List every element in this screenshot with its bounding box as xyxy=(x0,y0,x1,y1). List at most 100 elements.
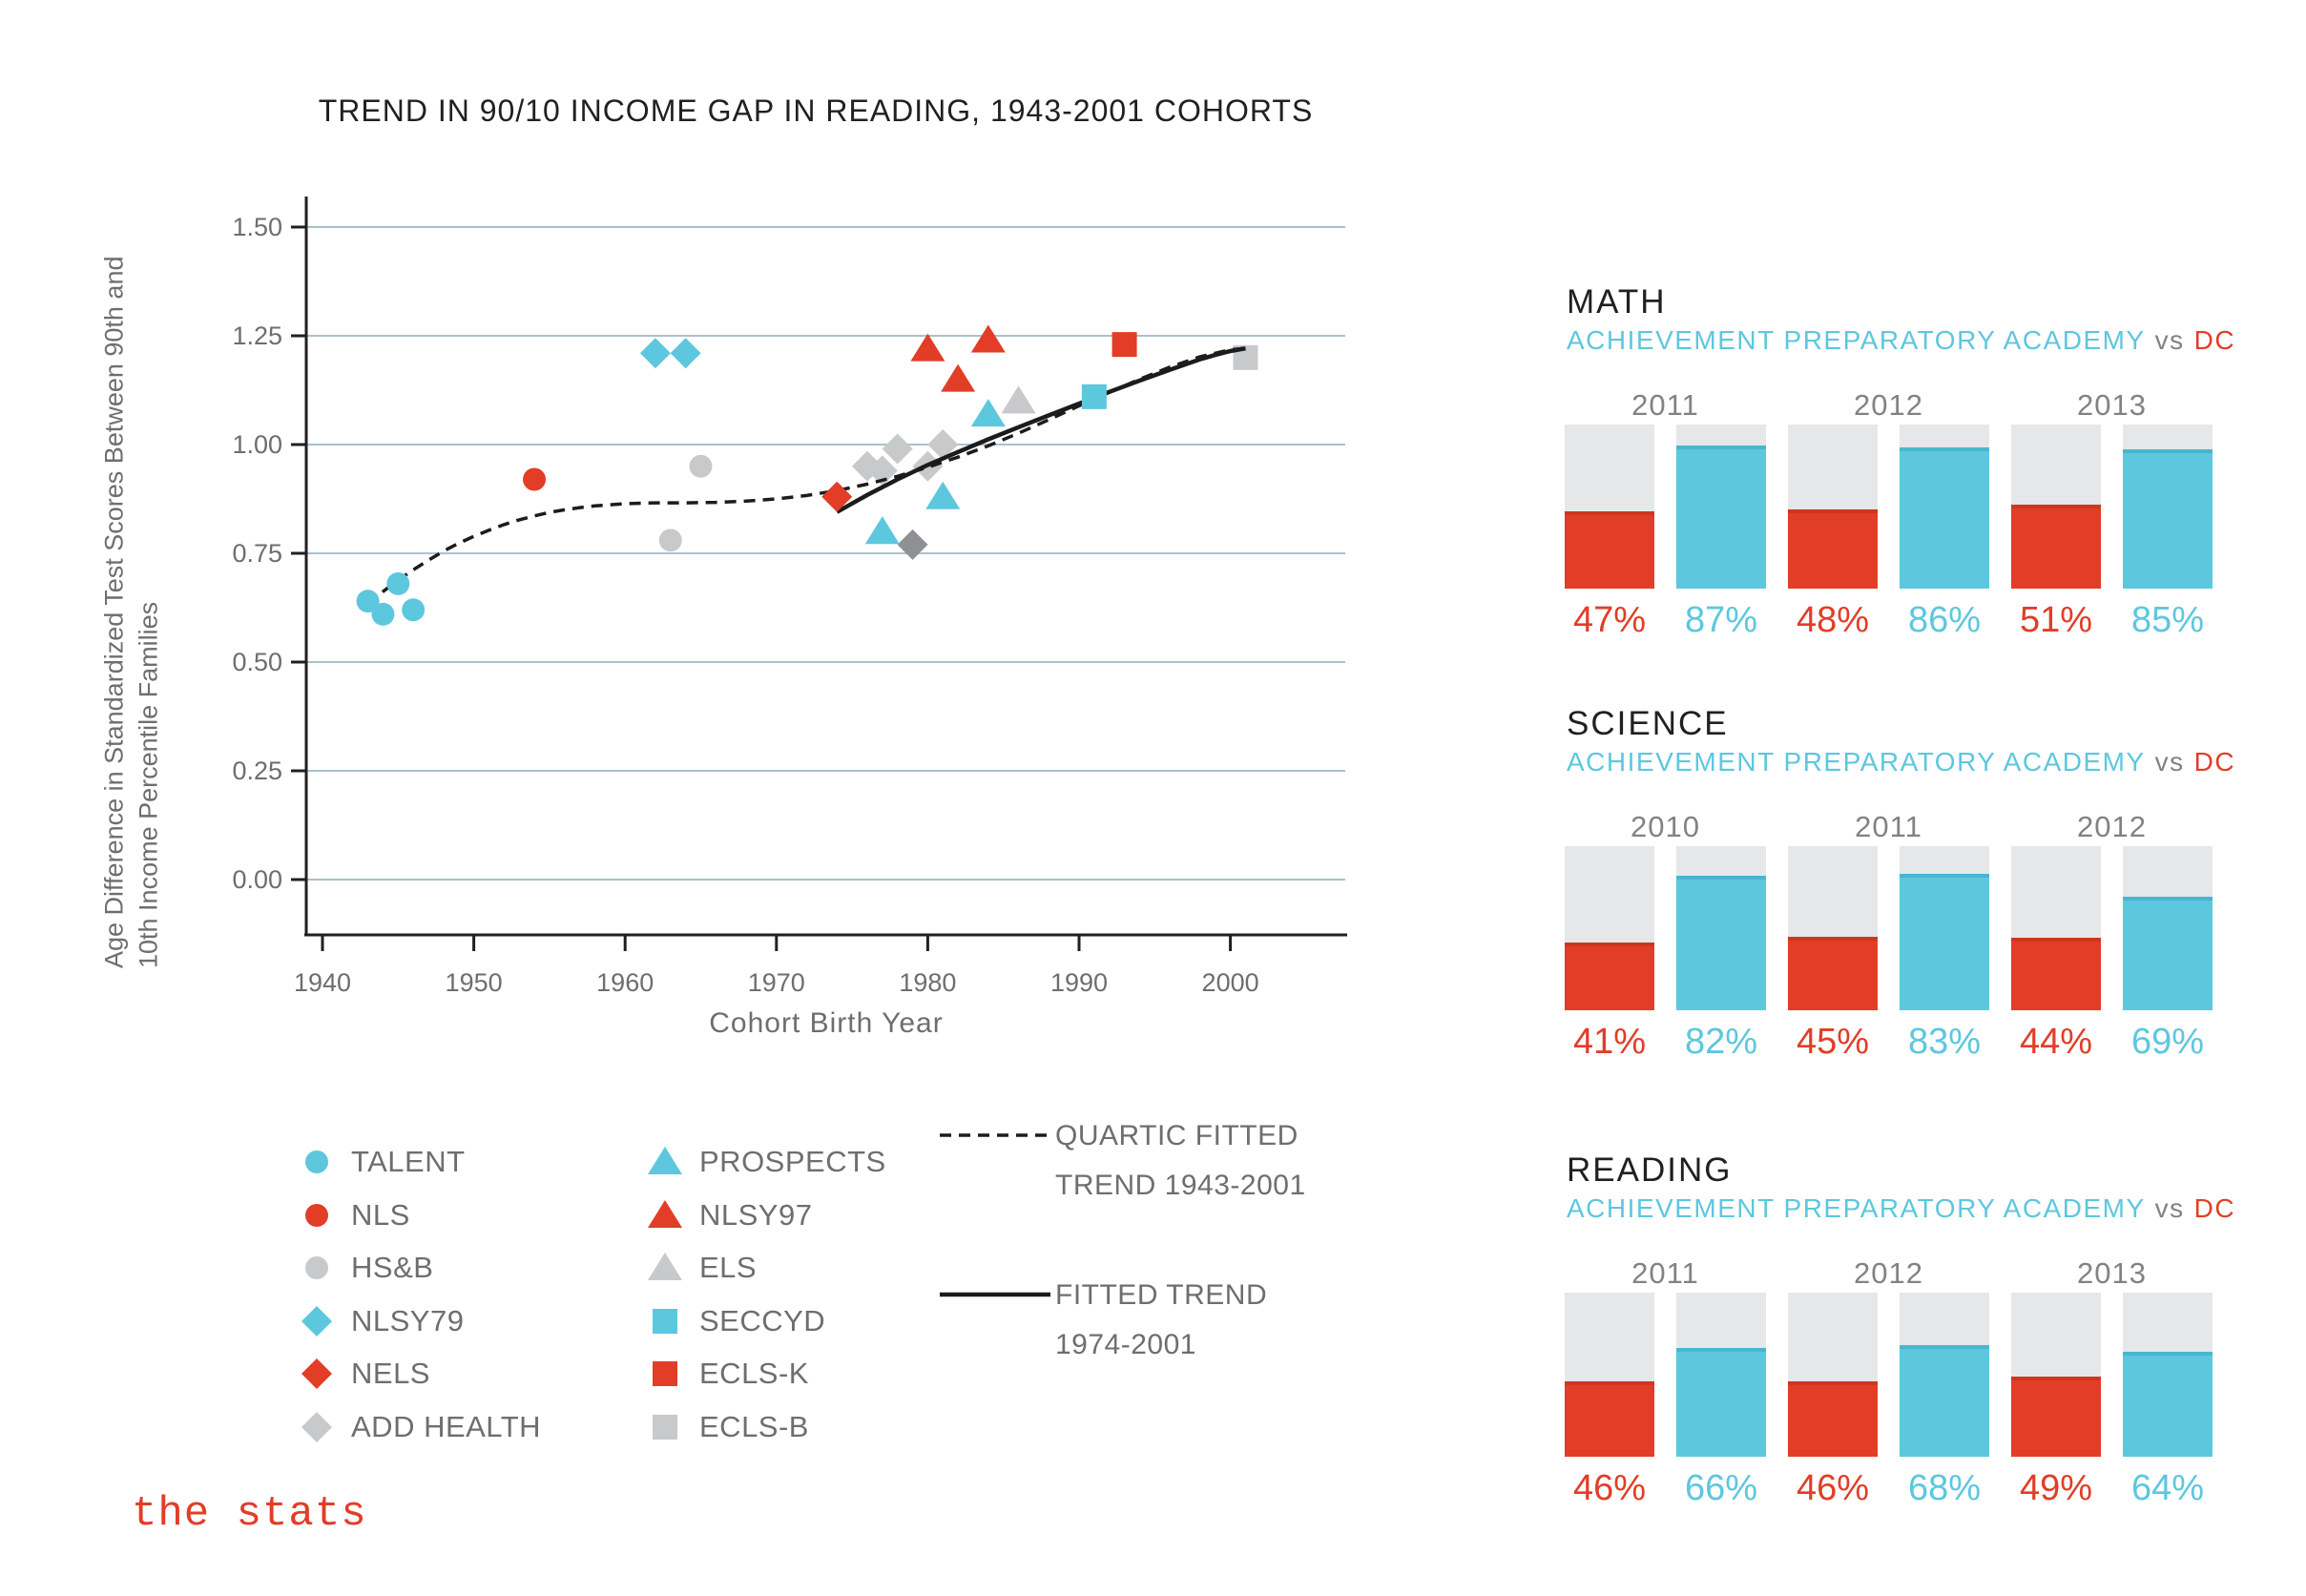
math-dc-bar-2011 xyxy=(1565,511,1654,589)
reading-apa-bar-2013 xyxy=(2123,1352,2213,1457)
scatter-point-ADDHEALTH-2 xyxy=(882,433,913,465)
legend-col2-swatch-eclsk xyxy=(646,1355,684,1393)
scatter-point-ELS-0 xyxy=(1001,385,1036,414)
math-apa-value-2013: 85% xyxy=(2130,600,2205,640)
legend-solid-trend-label-line2: 1974-2001 xyxy=(1055,1329,1196,1360)
math-dc-value-2012: 48% xyxy=(1796,600,1870,640)
reading-section-title: READING xyxy=(1567,1151,1733,1189)
y-tick-label-0.75: 0.75 xyxy=(232,539,282,568)
y-tick-label-1.50: 1.50 xyxy=(232,213,282,241)
dashed-line-icon xyxy=(940,1133,1050,1137)
triangle-marker-icon xyxy=(648,1200,682,1228)
scatter-point-ADDHEALTH-4 xyxy=(927,429,959,460)
legend-col1-swatch-talent xyxy=(298,1143,336,1181)
scatter-point-HSB-0 xyxy=(658,529,682,552)
science-dc-bar-2010 xyxy=(1565,943,1654,1010)
y-tick-label-0.00: 0.00 xyxy=(232,865,282,894)
legend-solid-trend-label-line1: FITTED TREND xyxy=(1055,1279,1268,1311)
y-tick-label-0.25: 0.25 xyxy=(232,757,282,785)
reading-dc-value-2013: 49% xyxy=(2019,1468,2093,1508)
diamond-marker-icon xyxy=(301,1412,332,1442)
triangle-glyph xyxy=(648,1253,682,1280)
science-dc-value-2011: 45% xyxy=(1796,1022,1870,1062)
science-dc-value-2012: 44% xyxy=(2019,1022,2093,1062)
scatter-point-NLSY79-0 xyxy=(639,338,671,369)
reading-vs-label: vs xyxy=(2154,1193,2185,1223)
scatter-point-NLS-0 xyxy=(523,467,547,491)
scatter-point-NLSY97-0 xyxy=(910,333,945,362)
reading-dc-bar-2012 xyxy=(1788,1381,1878,1457)
reading-apa-value-2013: 64% xyxy=(2130,1468,2205,1508)
y-tick-label-1.25: 1.25 xyxy=(232,321,282,350)
square-glyph xyxy=(653,1415,677,1440)
x-axis-label: Cohort Birth Year xyxy=(709,1007,943,1039)
math-year-label-2011: 2011 xyxy=(1631,388,1699,422)
scatter-point-PROSPECTS-1 xyxy=(925,481,961,509)
square-marker-icon xyxy=(653,1361,677,1386)
circle-glyph xyxy=(305,1256,328,1279)
diamond-glyph xyxy=(301,1358,332,1389)
science-vs-label: vs xyxy=(2154,747,2185,777)
reading-year-label-2012: 2012 xyxy=(1854,1256,1923,1290)
science-dc-value-2010: 41% xyxy=(1572,1022,1647,1062)
diamond-glyph xyxy=(301,1306,332,1337)
legend-label-hsb: HS&B xyxy=(351,1251,434,1284)
fitted-trend-line xyxy=(836,345,1246,514)
y-tick-label-0.50: 0.50 xyxy=(232,648,282,676)
x-tick-label-1960: 1960 xyxy=(596,968,654,997)
x-tick-label-1990: 1990 xyxy=(1050,968,1108,997)
scatter-point-ADDHEALTH-1 xyxy=(866,455,898,487)
legend-col2-swatch-eclsb xyxy=(646,1408,684,1446)
scatter-point-PROSPECTS-0 xyxy=(864,516,900,545)
math-vs-label: vs xyxy=(2154,325,2185,355)
x-tick-label-1970: 1970 xyxy=(748,968,805,997)
legend-col1-swatch-addhealth xyxy=(298,1408,336,1446)
quartic-trend-line xyxy=(366,346,1246,606)
legend-col1-swatch-nlsy79 xyxy=(298,1302,336,1340)
science-apa-value-2011: 83% xyxy=(1907,1022,1982,1062)
reading-section-subtitle: ACHIEVEMENT PREPARATORY ACADEMY vs DC xyxy=(1567,1193,2235,1224)
science-dc-bar-2012 xyxy=(2011,938,2101,1010)
square-marker-icon xyxy=(653,1415,677,1440)
scatter-point-PROSPECTS-2 xyxy=(970,399,1006,427)
legend-label-els: ELS xyxy=(699,1251,758,1284)
scatter-point-NLSY97-1 xyxy=(941,363,976,392)
science-bar-chart: 2010 41% 82% 2011 45% 83% 2012 44% 69% xyxy=(1565,810,2271,1096)
circle-marker-icon xyxy=(305,1204,328,1227)
circle-marker-icon xyxy=(305,1150,328,1173)
reading-dc-value-2012: 46% xyxy=(1796,1468,1870,1508)
legend-col2-swatch-els xyxy=(646,1249,684,1287)
triangle-glyph xyxy=(648,1147,682,1174)
legend-label-prospects: PROSPECTS xyxy=(699,1145,886,1178)
square-glyph xyxy=(653,1361,677,1386)
legend-col1-swatch-nels xyxy=(298,1355,336,1393)
science-section-title: SCIENCE xyxy=(1567,705,1729,742)
square-glyph xyxy=(653,1309,677,1334)
triangle-marker-icon xyxy=(648,1253,682,1280)
scatter-point-TALENT-3 xyxy=(402,598,426,622)
reading-bar-chart: 2011 46% 66% 2012 46% 68% 2013 49% 64% xyxy=(1565,1256,2271,1543)
math-apa-bar-2012 xyxy=(1900,447,1989,589)
reading-dc-bar-2013 xyxy=(2011,1377,2101,1457)
legend-label-eclsb: ECLS-B xyxy=(699,1410,809,1443)
reading-dc-bar-2011 xyxy=(1565,1381,1654,1457)
math-dc-value-2013: 51% xyxy=(2019,600,2093,640)
math-school-name: ACHIEVEMENT PREPARATORY ACADEMY xyxy=(1567,325,2146,355)
diamond-marker-icon xyxy=(301,1306,332,1337)
math-dc-bar-2013 xyxy=(2011,505,2101,589)
square-marker-icon xyxy=(653,1309,677,1334)
scatter-point-SECCYD-0 xyxy=(1081,383,1107,409)
math-year-label-2013: 2013 xyxy=(2077,388,2147,422)
solid-line-icon xyxy=(940,1292,1050,1297)
legend-label-nels: NELS xyxy=(351,1357,430,1390)
scatter-point-NLSY79-1 xyxy=(670,338,701,369)
legend-col1-swatch-hsb xyxy=(298,1249,336,1287)
diamond-glyph xyxy=(301,1412,332,1442)
legend-solid-trend-line xyxy=(938,1283,1056,1306)
scatter-point-NLSY97-2 xyxy=(970,324,1006,353)
math-apa-bar-2013 xyxy=(2123,449,2213,589)
legend-dashed-trend-line xyxy=(938,1124,1056,1147)
scatter-point-ADDHEALTH-0 xyxy=(897,529,928,560)
math-district-name: DC xyxy=(2193,325,2236,355)
